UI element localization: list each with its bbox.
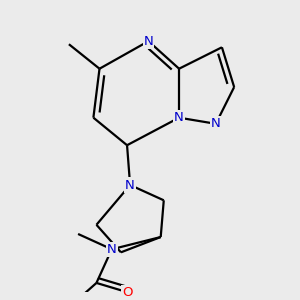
Text: N: N [211,117,221,130]
Text: N: N [107,243,117,256]
Text: O: O [122,286,132,298]
Text: N: N [174,111,184,124]
Text: N: N [144,35,153,48]
Text: N: N [125,178,135,191]
